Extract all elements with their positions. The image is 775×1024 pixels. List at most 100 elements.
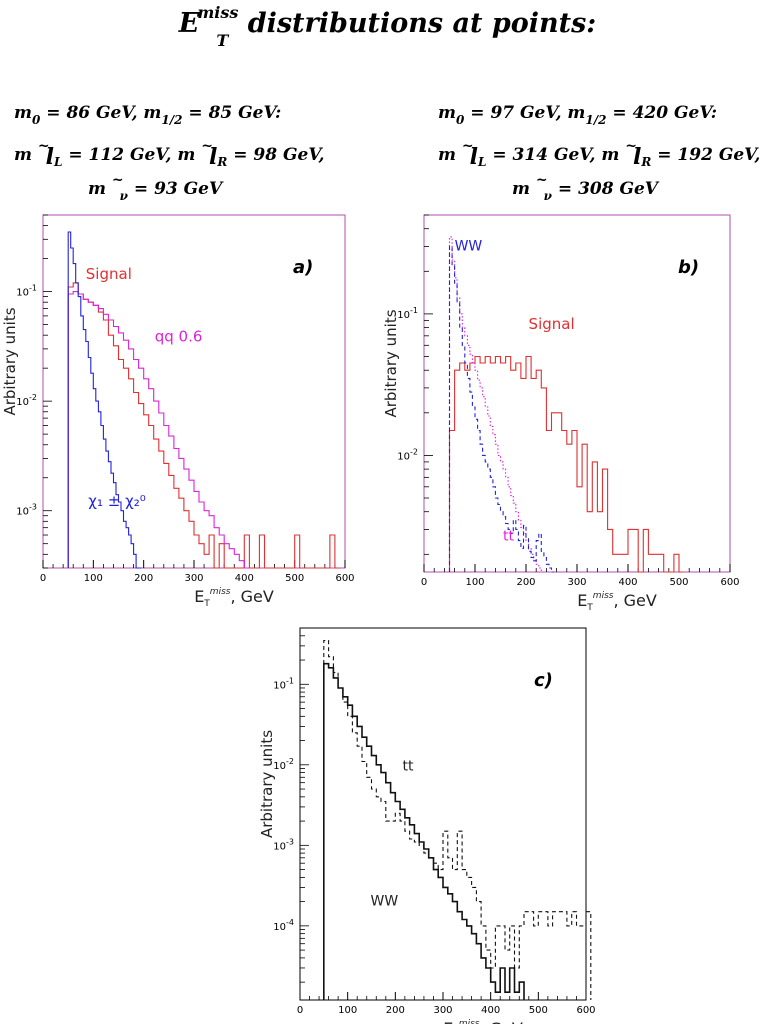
x-tick-label: 300 [567, 577, 586, 588]
panel-c: 0 100 200 300 400 500 600 10-1 10-2 10-3 10-4 c) tt W… [258, 627, 596, 1024]
panel-b: 0 100 200 300 400 500 600 10-1 10-2 b) WW Signal tt A… [382, 214, 740, 613]
params-sub: ν [543, 189, 552, 203]
params-text: = 97 GeV, m [470, 103, 586, 123]
tilde-mark: ~ [625, 138, 637, 154]
params-sub: 1/2 [585, 113, 607, 127]
params-text: = 112 GeV, m [68, 145, 196, 165]
slepton-symbol: l [469, 144, 479, 170]
y-tick-label: 10-1 [16, 284, 37, 299]
params-sub: R [641, 155, 652, 169]
panel-a: 0 100 200 300 400 500 600 10-1 10-2 10-3 a) Signal q… [1, 214, 355, 609]
params-a-line3: m ~ν = 93 GeV [88, 172, 222, 203]
params-b-line3: m ~ν = 308 GeV [512, 172, 658, 203]
params-text: m [88, 179, 106, 199]
params-sub: 0 [32, 113, 41, 127]
slepton-symbol: l [632, 144, 642, 170]
tilde-mark: ~ [535, 172, 548, 188]
params-b-line2: m ~lL = 314 GeV, m ~lR = 192 GeV, [438, 138, 761, 169]
series-annotation: WW [455, 239, 483, 255]
slepton-symbol: l [208, 144, 218, 170]
tilde-mark: ~ [461, 138, 474, 154]
panel-label: a) [293, 257, 313, 278]
y-axis-label: Arbitrary units [258, 730, 276, 838]
slepton-symbol: l [45, 144, 55, 170]
params-text: m [14, 145, 32, 165]
histogram-series-1 [67, 282, 340, 569]
params-text: = 98 GeV, [233, 145, 325, 165]
series-annotation: Signal [86, 265, 132, 283]
title-rest: distributions at points: [247, 8, 597, 39]
x-tick-label: 200 [516, 577, 535, 588]
x-tick-label: 400 [481, 1005, 500, 1016]
x-tick-label: 200 [134, 573, 153, 584]
histogram-series-2 [67, 291, 250, 569]
title-sub: T [216, 31, 229, 50]
x-tick-label: 500 [285, 573, 304, 584]
tilde-mark: ~ [37, 138, 50, 154]
tilde-mark: ~ [111, 172, 124, 188]
page-title: Emiss T distributions at points: [0, 3, 775, 50]
x-tick-label: 200 [386, 1005, 405, 1016]
x-tick-label: 400 [618, 577, 637, 588]
x-tick-label: 100 [338, 1005, 357, 1016]
x-tick-label: 600 [576, 1005, 595, 1016]
params-sub: R [217, 155, 228, 169]
params-text: = 85 GeV: [188, 103, 282, 123]
series-annotation: Signal [529, 315, 575, 333]
x-tick-label: 400 [235, 573, 254, 584]
params-text: = 86 GeV, m [46, 103, 162, 123]
y-tick-label: 10-1 [397, 306, 418, 321]
panel-label: b) [678, 257, 699, 278]
x-tick-label: 600 [720, 577, 739, 588]
params-text: = 308 GeV [557, 179, 658, 199]
params-text: m [14, 103, 32, 123]
params-text: = 192 GeV, [657, 145, 761, 165]
x-axis-label: ETmiss, GeV [577, 591, 657, 613]
x-tick-label: 0 [297, 1005, 303, 1016]
params-a-line2: m ~lL = 112 GeV, m ~lR = 98 GeV, [14, 138, 325, 169]
histogram-series-2 [448, 236, 544, 573]
title-sup: miss [197, 3, 239, 22]
x-axis-label: ETmiss, GeV [443, 1019, 523, 1024]
y-tick-label: 10-3 [273, 837, 294, 852]
x-tick-label: 500 [669, 577, 688, 588]
params-sub: ν [119, 189, 128, 203]
x-tick-label: 600 [335, 573, 354, 584]
x-tick-label: 500 [529, 1005, 548, 1016]
params-a-line1: m0 = 86 GeV, m1/2 = 85 GeV: [14, 103, 282, 127]
histogram-series-3 [67, 231, 142, 569]
y-tick-label: 10-2 [16, 393, 37, 408]
params-sub: L [54, 155, 63, 169]
series-annotation: tt [503, 529, 514, 545]
histogram-series-3 [448, 245, 554, 573]
tilde-mark: ~ [201, 138, 213, 154]
title-e: E [178, 8, 200, 39]
params-text: m [512, 179, 530, 199]
series-annotation: WW [371, 893, 399, 909]
params-text: = 314 GeV, m [492, 145, 620, 165]
histogram-series-1 [323, 662, 525, 1000]
x-tick-label: 100 [465, 577, 484, 588]
params-b-line1: m0 = 97 GeV, m1/2 = 420 GeV: [438, 103, 718, 127]
x-tick-label: 300 [433, 1005, 452, 1016]
histogram-series-1 [448, 355, 685, 573]
params-sub: L [478, 155, 487, 169]
y-tick-label: 10-2 [273, 757, 294, 772]
y-axis-label: Arbitrary units [1, 307, 19, 415]
y-tick-label: 10-4 [273, 918, 294, 933]
y-tick-label: 10-2 [397, 447, 418, 462]
series-annotation: qq 0.6 [155, 328, 203, 346]
params-text: m [438, 145, 456, 165]
histogram-series-2 [323, 639, 592, 1000]
params-text: m [438, 103, 456, 123]
params-text: = 420 GeV: [612, 103, 718, 123]
x-tick-label: 300 [184, 573, 203, 584]
panel-label: c) [534, 670, 553, 691]
params-sub: 1/2 [161, 113, 183, 127]
x-tick-label: 0 [421, 577, 427, 588]
y-tick-label: 10-3 [16, 503, 37, 518]
series-annotation: tt [402, 758, 413, 774]
y-tick-label: 10-1 [273, 676, 294, 691]
x-tick-label: 0 [40, 573, 46, 584]
